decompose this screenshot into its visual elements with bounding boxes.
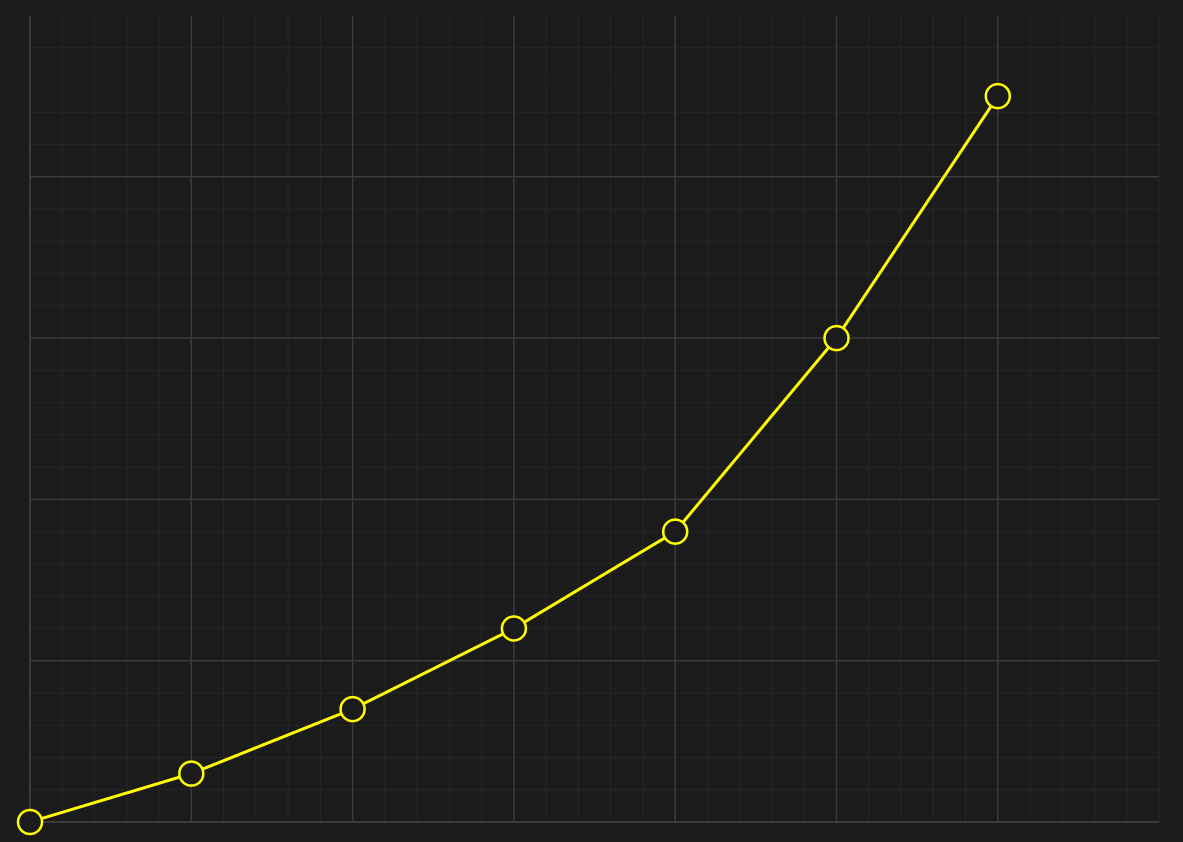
data-points bbox=[16, 82, 1012, 836]
data-point bbox=[500, 615, 528, 642]
axes bbox=[29, 16, 1159, 823]
data-point bbox=[661, 518, 689, 545]
data-point bbox=[178, 760, 205, 787]
data-point bbox=[339, 695, 366, 723]
data-point bbox=[984, 82, 1012, 110]
minor-gridlines bbox=[29, 16, 1160, 823]
data-point bbox=[823, 324, 850, 352]
data-point bbox=[16, 808, 44, 836]
major-gridlines bbox=[30, 16, 1159, 822]
